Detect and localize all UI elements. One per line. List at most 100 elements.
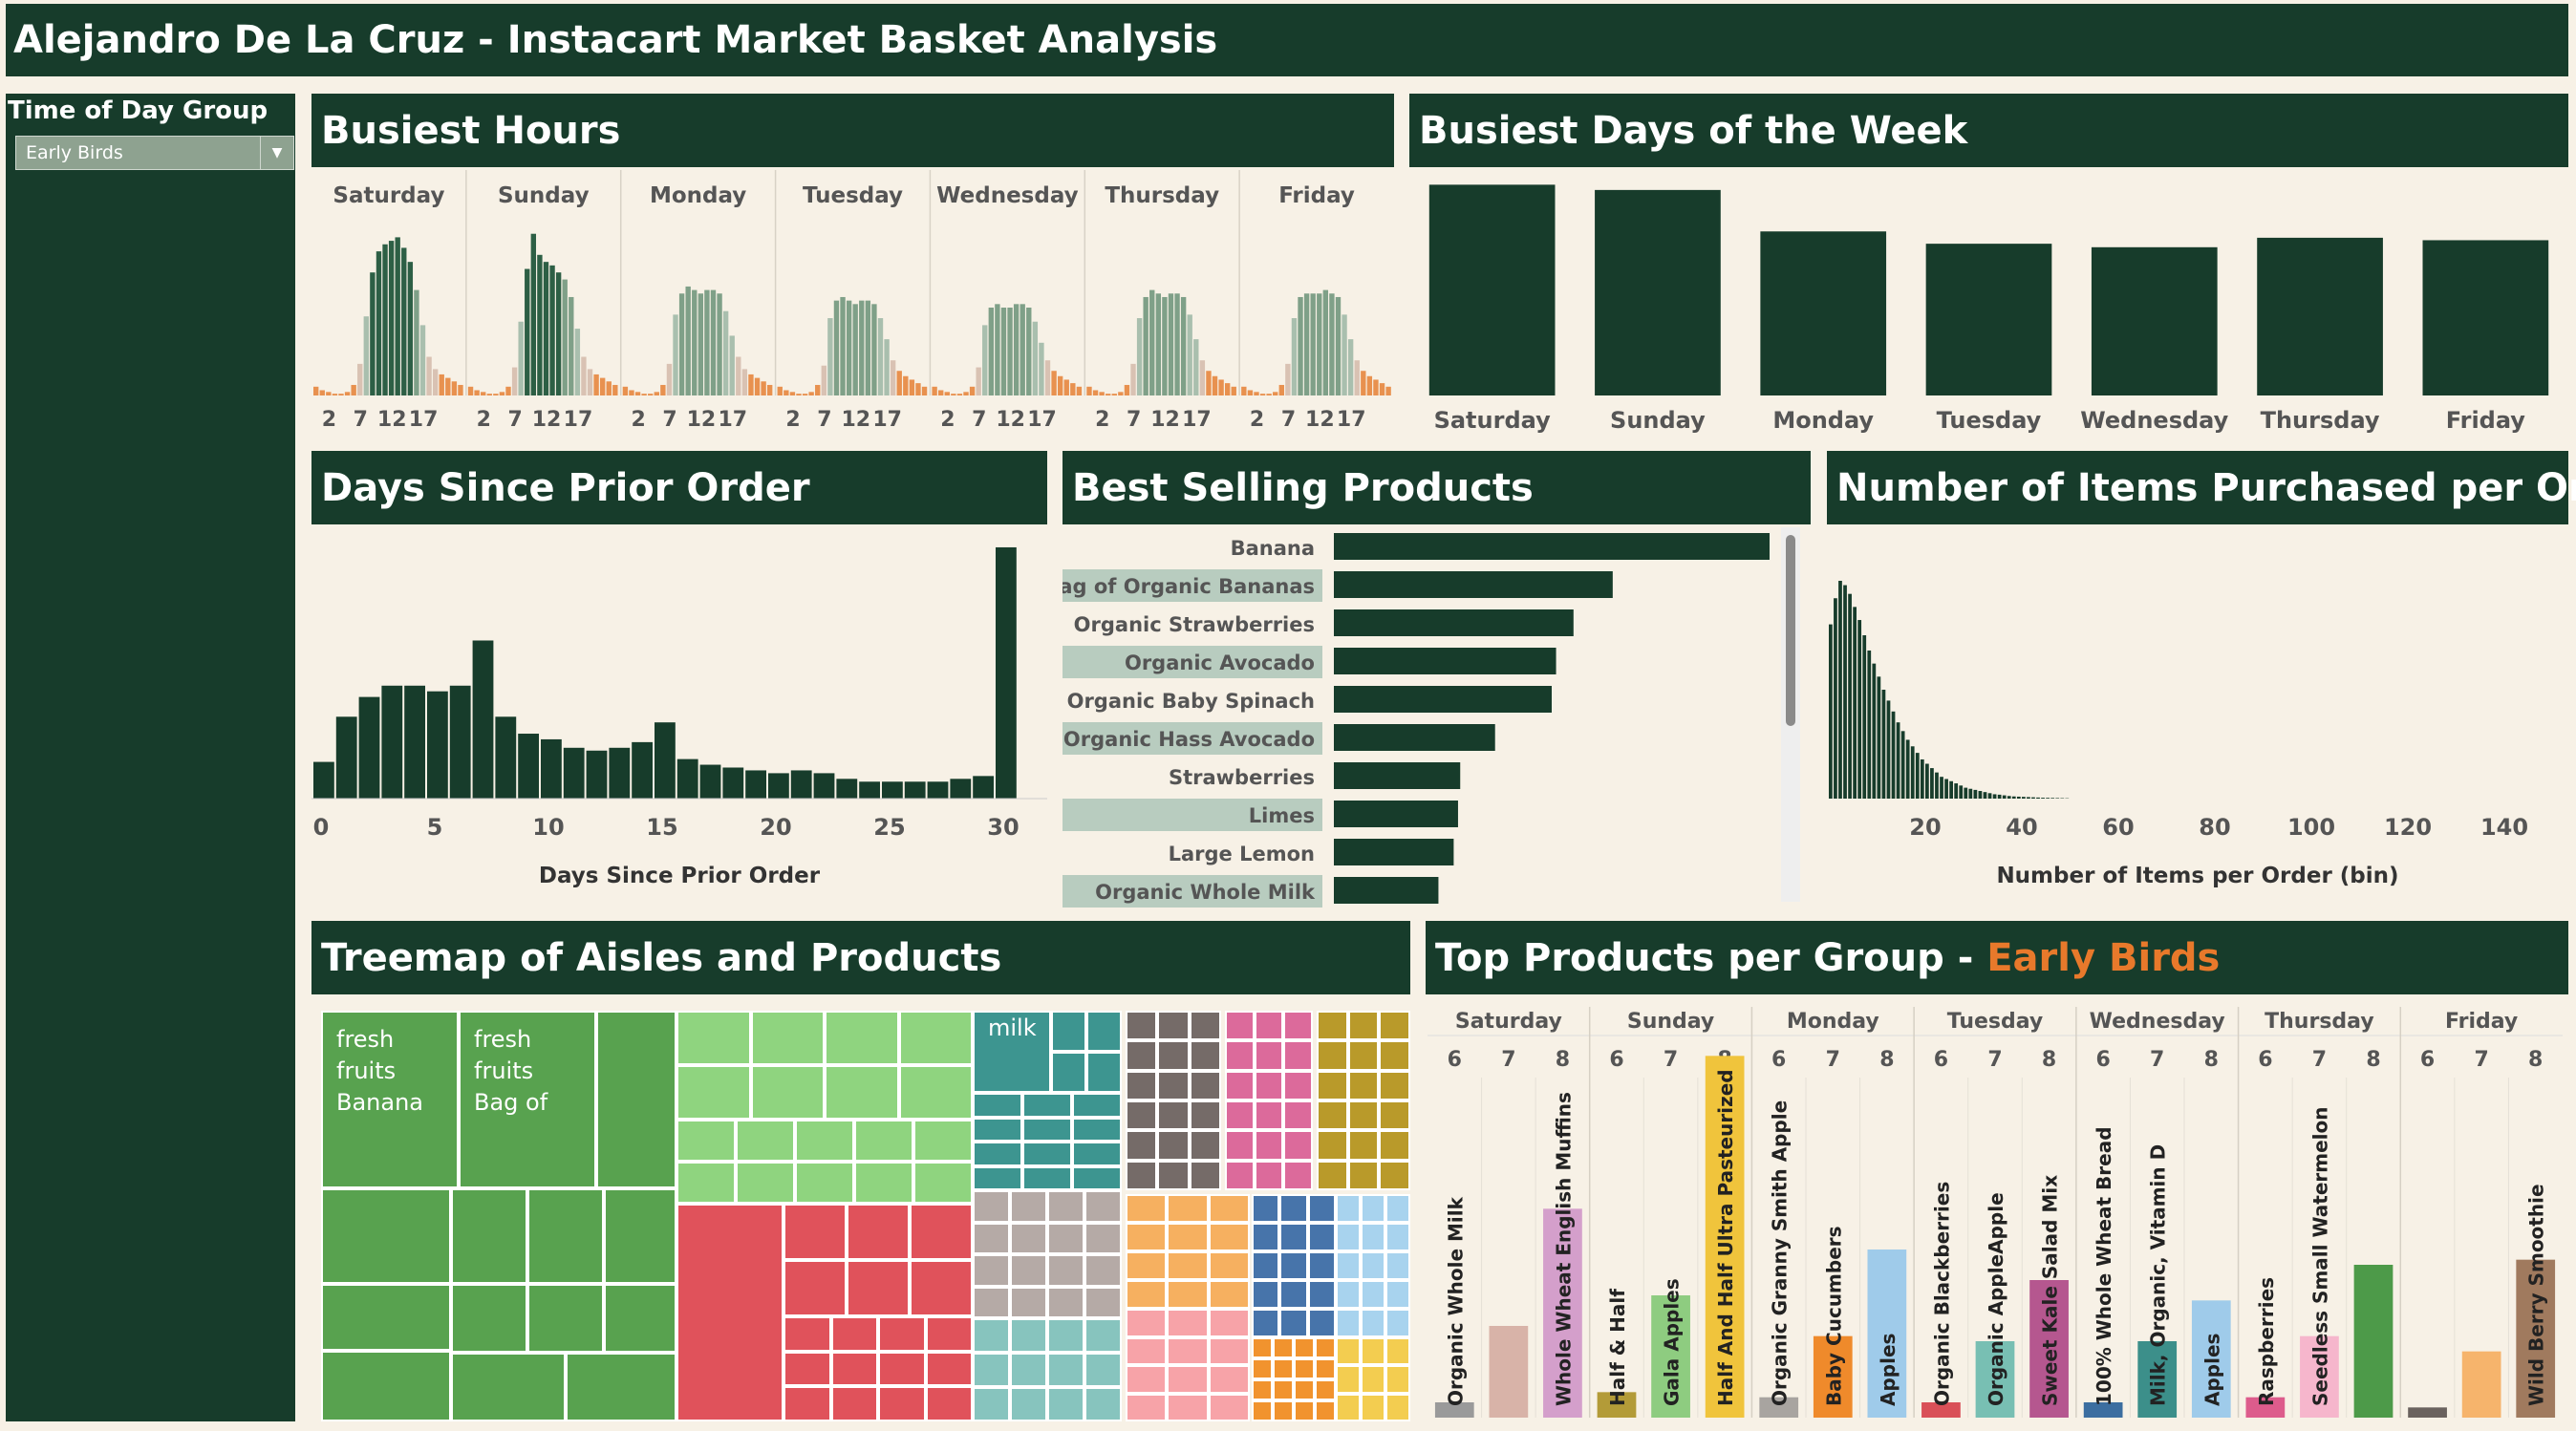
treemap-cell-pink-group[interactable] — [1225, 1100, 1255, 1131]
treemap-cell-gray-group[interactable] — [1084, 1254, 1122, 1287]
treemap-cell-brown-group[interactable] — [1126, 1040, 1158, 1071]
treemap-cell-fresh-vegetables[interactable] — [898, 1011, 973, 1065]
treemap-cell-pink-group[interactable] — [1254, 1011, 1284, 1041]
treemap-cell-milk[interactable] — [1072, 1142, 1122, 1166]
treemap-cell-blue-group[interactable] — [1279, 1194, 1308, 1223]
treemap-cell-olive-group[interactable] — [1317, 1130, 1348, 1161]
treemap-cell-red-group[interactable] — [878, 1386, 926, 1421]
treemap-cell-red-group[interactable] — [910, 1260, 973, 1316]
treemap-cell-salmon-group[interactable] — [1126, 1309, 1168, 1337]
treemap-cell-light-blue-group[interactable] — [1336, 1309, 1361, 1337]
treemap-cell-olive-group[interactable] — [1347, 1160, 1380, 1190]
treemap-cell-light-teal-group[interactable] — [973, 1353, 1010, 1387]
treemap-cell-red-group[interactable] — [784, 1386, 831, 1421]
treemap-cell-olive-group[interactable] — [1317, 1160, 1348, 1190]
treemap-cell-fresh-vegetables[interactable] — [913, 1120, 973, 1162]
treemap-cell-dark-orange-group[interactable] — [1252, 1379, 1273, 1400]
treemap-cell-milk[interactable] — [973, 1117, 1022, 1142]
treemap-cell-fresh-vegetables[interactable] — [825, 1065, 899, 1120]
treemap-cell-orange-group[interactable] — [1167, 1251, 1209, 1280]
treemap-cell-blue-group[interactable] — [1307, 1223, 1336, 1251]
treemap-cell-pink-group[interactable] — [1283, 1160, 1313, 1190]
treemap-cell-light-teal-group[interactable] — [973, 1387, 1010, 1421]
treemap-cell-fresh-vegetables[interactable] — [795, 1162, 854, 1204]
treemap-cell-blue-group[interactable] — [1279, 1251, 1308, 1280]
treemap-cell-orange-group[interactable] — [1126, 1251, 1168, 1280]
treemap-cell-pink-group[interactable] — [1283, 1130, 1313, 1161]
treemap-cell-dark-orange-group[interactable] — [1315, 1379, 1336, 1400]
treemap-cell-red-group[interactable] — [830, 1316, 878, 1352]
treemap-cell-red-group[interactable] — [784, 1260, 847, 1316]
treemap-cell-light-blue-group[interactable] — [1361, 1280, 1385, 1309]
treemap-cell-red-group[interactable] — [676, 1204, 784, 1421]
treemap-cell-olive-group[interactable] — [1379, 1070, 1410, 1100]
treemap-cell-red-group[interactable] — [910, 1204, 973, 1260]
treemap-cell-light-blue-group[interactable] — [1385, 1251, 1410, 1280]
treemap-cell-fresh-fruits[interactable] — [321, 1188, 451, 1284]
treemap-cell-gray-group[interactable] — [1010, 1222, 1047, 1254]
treemap-cell-red-group[interactable] — [925, 1316, 973, 1352]
treemap-cell-yellow-group[interactable] — [1385, 1365, 1410, 1394]
treemap-cell-brown-group[interactable] — [1189, 1070, 1221, 1100]
treemap-cell-brown-group[interactable] — [1189, 1040, 1221, 1071]
treemap-cell-salmon-group[interactable] — [1167, 1393, 1209, 1421]
treemap-cell-red-group[interactable] — [784, 1316, 831, 1352]
treemap-cell-olive-group[interactable] — [1379, 1040, 1410, 1071]
treemap-cell-olive-group[interactable] — [1317, 1070, 1348, 1100]
treemap-cell-fresh-fruits[interactable] — [451, 1353, 566, 1421]
treemap-cell-red-group[interactable] — [830, 1351, 878, 1387]
treemap-cell-blue-group[interactable] — [1252, 1223, 1280, 1251]
treemap-cell-dark-orange-group[interactable] — [1294, 1400, 1315, 1421]
treemap-cell-light-teal-group[interactable] — [1010, 1318, 1047, 1353]
treemap-cell-olive-group[interactable] — [1347, 1100, 1380, 1131]
treemap-cell-blue-group[interactable] — [1252, 1280, 1280, 1309]
treemap-cell-light-blue-group[interactable] — [1385, 1223, 1410, 1251]
treemap-cell-brown-group[interactable] — [1189, 1011, 1221, 1041]
treemap-cell-dark-orange-group[interactable] — [1315, 1400, 1336, 1421]
treemap-cell-fresh-vegetables[interactable] — [676, 1011, 751, 1065]
treemap-cell-orange-group[interactable] — [1208, 1194, 1250, 1223]
treemap-cell-blue-group[interactable] — [1279, 1309, 1308, 1337]
treemap-cell-light-teal-group[interactable] — [973, 1318, 1010, 1353]
treemap-cell-olive-group[interactable] — [1379, 1100, 1410, 1131]
treemap-cell-light-blue-group[interactable] — [1385, 1309, 1410, 1337]
treemap-cell-red-group[interactable] — [847, 1204, 910, 1260]
treemap-cell-pink-group[interactable] — [1254, 1160, 1284, 1190]
treemap-cell-dark-orange-group[interactable] — [1273, 1400, 1294, 1421]
treemap-cell-milk[interactable] — [1072, 1117, 1122, 1142]
treemap-cell-salmon-group[interactable] — [1126, 1393, 1168, 1421]
treemap-cell-light-blue-group[interactable] — [1336, 1194, 1361, 1223]
treemap-cell-dark-orange-group[interactable] — [1315, 1337, 1336, 1358]
treemap-cell-pink-group[interactable] — [1283, 1070, 1313, 1100]
treemap-cell-red-group[interactable] — [784, 1351, 831, 1387]
treemap-cell-light-blue-group[interactable] — [1336, 1251, 1361, 1280]
treemap-cell-olive-group[interactable] — [1379, 1160, 1410, 1190]
treemap-cell-light-blue-group[interactable] — [1385, 1194, 1410, 1223]
treemap-cell-fresh-fruits-banana[interactable] — [321, 1011, 459, 1188]
treemap-cell-fresh-vegetables[interactable] — [676, 1120, 736, 1162]
treemap-cell-dark-orange-group[interactable] — [1294, 1358, 1315, 1379]
treemap-cell-pink-group[interactable] — [1225, 1130, 1255, 1161]
treemap-cell-fresh-fruits[interactable] — [527, 1284, 604, 1353]
treemap-cell-olive-group[interactable] — [1347, 1011, 1380, 1041]
treemap-cell-gray-group[interactable] — [1010, 1254, 1047, 1287]
treemap-cell-blue-group[interactable] — [1252, 1251, 1280, 1280]
treemap-cell-red-group[interactable] — [878, 1351, 926, 1387]
treemap-cell-dark-orange-group[interactable] — [1294, 1379, 1315, 1400]
treemap-cell-light-teal-group[interactable] — [1010, 1353, 1047, 1387]
treemap-cell-light-teal-group[interactable] — [1047, 1387, 1084, 1421]
treemap-cell-yellow-group[interactable] — [1336, 1365, 1361, 1394]
treemap-cell-orange-group[interactable] — [1167, 1280, 1209, 1309]
treemap-cell-brown-group[interactable] — [1189, 1100, 1221, 1131]
treemap-cell-blue-group[interactable] — [1252, 1309, 1280, 1337]
treemap-cell-brown-group[interactable] — [1126, 1100, 1158, 1131]
treemap-cell-salmon-group[interactable] — [1167, 1365, 1209, 1394]
treemap-cell-gray-group[interactable] — [1084, 1222, 1122, 1254]
treemap-cell-salmon-group[interactable] — [1126, 1336, 1168, 1365]
treemap-cell-fresh-fruits[interactable] — [596, 1011, 676, 1188]
treemap-cell-orange-group[interactable] — [1126, 1223, 1168, 1251]
treemap-cell-red-group[interactable] — [925, 1351, 973, 1387]
treemap-cell-milk[interactable] — [1022, 1093, 1072, 1118]
treemap-cell-dark-orange-group[interactable] — [1273, 1379, 1294, 1400]
chevron-down-icon[interactable]: ▼ — [260, 137, 293, 169]
